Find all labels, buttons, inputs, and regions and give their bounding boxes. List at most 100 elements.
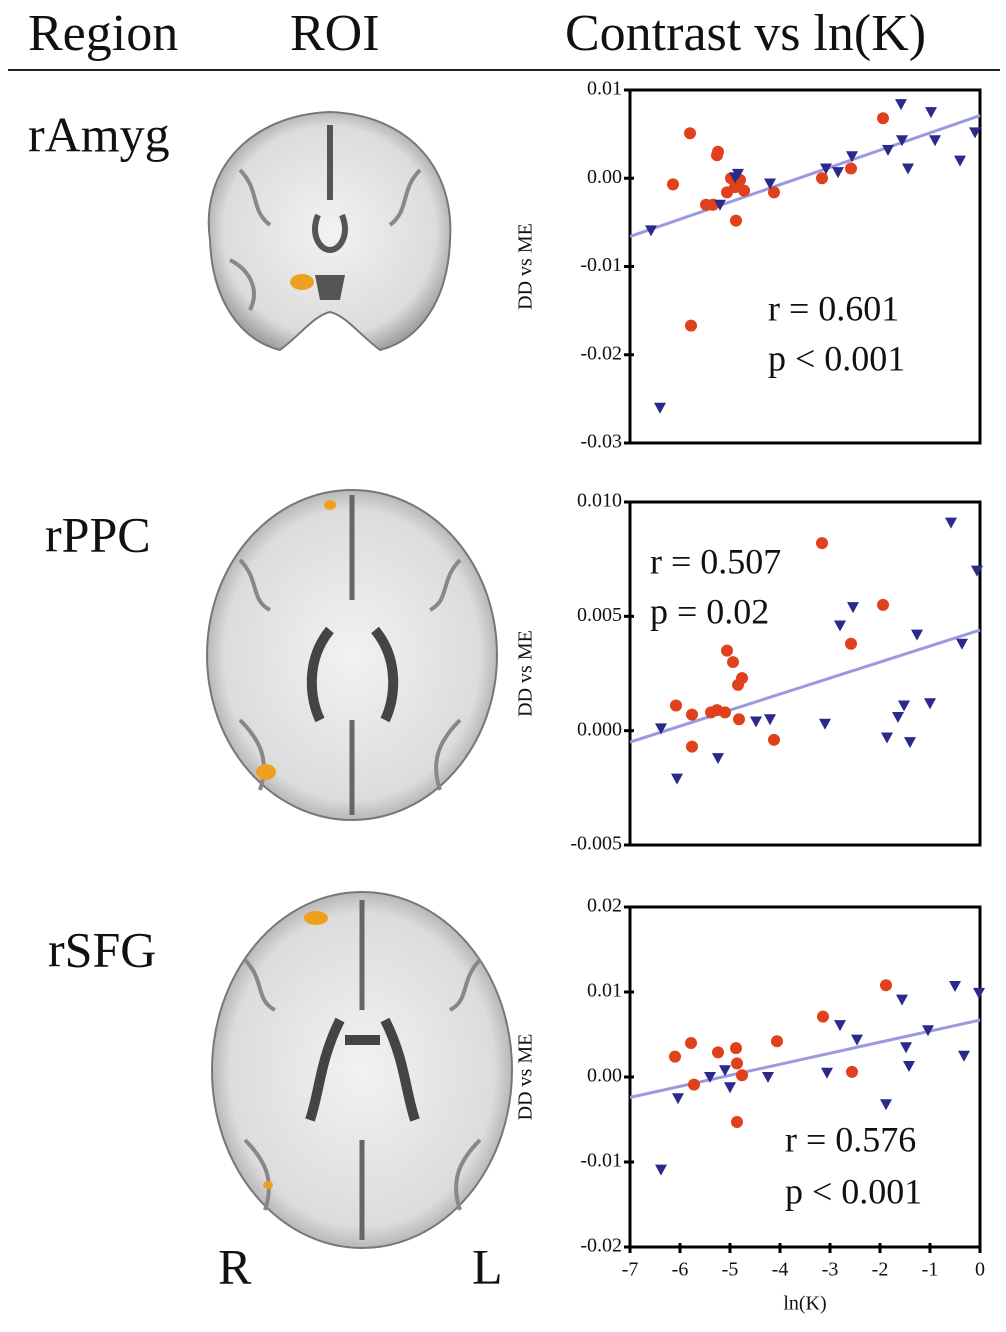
region-label: rSFG: [48, 921, 156, 977]
point: [731, 1057, 743, 1069]
x-tick-label: -5: [722, 1259, 739, 1281]
point: [880, 1099, 892, 1110]
x-axis-label: ln(K): [783, 1293, 826, 1315]
brain-axial: [212, 892, 512, 1248]
point: [733, 713, 745, 725]
point: [750, 717, 762, 728]
point: [669, 1051, 681, 1063]
annotation: p < 0.001: [768, 338, 905, 378]
y-axis-label: DD vs ME: [515, 1034, 537, 1121]
point: [764, 714, 776, 725]
header-roi: ROI: [290, 5, 380, 62]
point: [956, 639, 968, 650]
point: [671, 774, 683, 785]
point: [851, 1035, 863, 1046]
y-tick-label: 0.00: [587, 1065, 622, 1087]
point: [929, 135, 941, 146]
point: [684, 127, 696, 139]
point: [688, 1079, 700, 1091]
point: [736, 672, 748, 684]
y-tick-label: -0.03: [580, 431, 622, 453]
point: [958, 1051, 970, 1062]
y-tick-label: 0.000: [577, 718, 622, 740]
point: [762, 1072, 774, 1083]
annotation: r = 0.507: [650, 541, 781, 581]
point: [954, 156, 966, 167]
point: [686, 741, 698, 753]
point: [719, 706, 731, 718]
point: [771, 1035, 783, 1047]
header-region: Region: [28, 5, 178, 62]
point: [892, 712, 904, 723]
header-contrast: Contrast vs ln(K): [565, 5, 926, 62]
point: [712, 1046, 724, 1058]
point: [731, 1116, 743, 1128]
point: [721, 645, 733, 657]
annotation: p < 0.001: [785, 1171, 922, 1211]
x-tick-label: 0: [975, 1259, 985, 1281]
point: [685, 1037, 697, 1049]
x-tick-label: -2: [872, 1259, 889, 1281]
point: [670, 700, 682, 712]
y-tick-label: 0.02: [587, 895, 622, 917]
point: [834, 1020, 846, 1031]
point: [672, 1093, 684, 1104]
orientation-left: L: [472, 1238, 503, 1294]
point: [817, 1011, 829, 1023]
point: [973, 988, 985, 999]
point: [877, 599, 889, 611]
y-tick-label: -0.005: [570, 833, 622, 855]
point: [925, 107, 937, 118]
x-tick-label: -6: [672, 1259, 689, 1281]
trend-line: [630, 630, 980, 742]
point: [882, 145, 894, 156]
point: [832, 167, 844, 178]
y-tick-label: -0.02: [580, 342, 622, 364]
region-label: rAmyg: [28, 106, 170, 162]
x-tick-label: -7: [622, 1259, 639, 1281]
annotation: p = 0.02: [650, 591, 769, 631]
point: [655, 1165, 667, 1176]
point: [834, 620, 846, 631]
point: [949, 981, 961, 992]
point: [685, 320, 697, 332]
point: [819, 719, 831, 730]
point: [880, 979, 892, 991]
point: [654, 403, 666, 414]
point: [847, 602, 859, 613]
annotation: r = 0.601: [768, 288, 899, 328]
point: [686, 709, 698, 721]
point: [712, 753, 724, 764]
point: [816, 537, 828, 549]
x-tick-label: -4: [772, 1259, 789, 1281]
point: [821, 1068, 833, 1079]
point: [727, 656, 739, 668]
point: [904, 737, 916, 748]
point: [738, 185, 750, 197]
y-tick-label: -0.01: [580, 1150, 622, 1172]
point: [945, 518, 957, 529]
y-tick-label: -0.02: [580, 1235, 622, 1257]
point: [768, 734, 780, 746]
point: [903, 1061, 915, 1072]
x-tick-label: -1: [922, 1259, 939, 1281]
point: [895, 99, 907, 110]
y-tick-label: 0.010: [577, 490, 622, 512]
orientation-right: R: [218, 1238, 252, 1294]
point: [711, 149, 723, 161]
point: [730, 1042, 742, 1054]
region-label: rPPC: [45, 506, 151, 562]
y-tick-label: 0.01: [587, 980, 622, 1002]
point: [911, 630, 923, 641]
point: [667, 178, 679, 190]
brain-coronal: [209, 112, 451, 350]
y-tick-label: 0.01: [587, 78, 622, 100]
point: [896, 995, 908, 1006]
point: [730, 215, 742, 227]
point: [898, 701, 910, 712]
point: [902, 164, 914, 175]
point: [846, 1066, 858, 1078]
point: [924, 698, 936, 709]
point: [736, 1069, 748, 1081]
point: [900, 1042, 912, 1053]
